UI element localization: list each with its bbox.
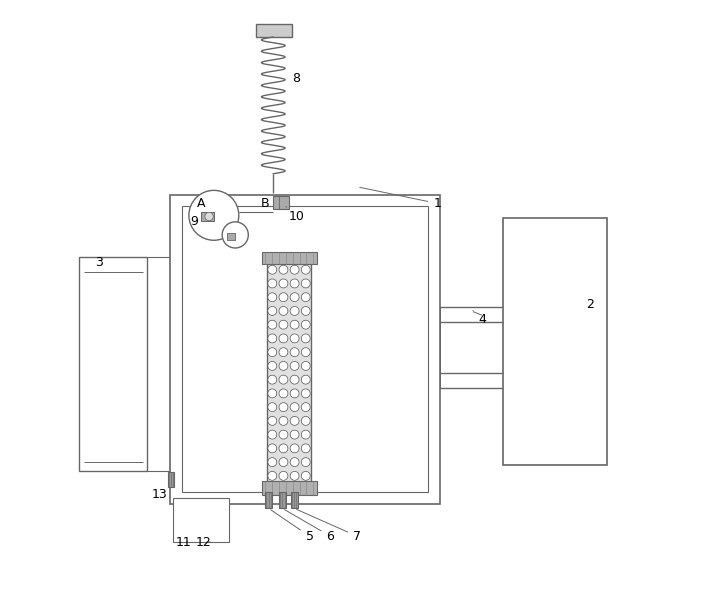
Circle shape — [268, 361, 277, 370]
Text: 4: 4 — [473, 310, 486, 326]
Circle shape — [290, 279, 299, 288]
Bar — [279, 491, 286, 508]
Circle shape — [301, 279, 310, 288]
Text: 13: 13 — [152, 488, 168, 501]
Bar — [79, 257, 147, 471]
Circle shape — [279, 417, 288, 425]
Circle shape — [290, 430, 299, 439]
Circle shape — [301, 417, 310, 425]
Text: 5: 5 — [271, 510, 314, 543]
Bar — [266, 263, 311, 483]
Circle shape — [301, 458, 310, 466]
Bar — [273, 196, 290, 210]
Circle shape — [268, 375, 277, 384]
Circle shape — [301, 375, 310, 384]
Circle shape — [301, 265, 310, 274]
Bar — [265, 491, 272, 508]
Text: 7: 7 — [297, 509, 361, 543]
Circle shape — [279, 361, 288, 370]
Circle shape — [268, 306, 277, 315]
Circle shape — [290, 472, 299, 481]
Bar — [262, 481, 317, 494]
Circle shape — [290, 347, 299, 356]
Circle shape — [301, 472, 310, 481]
Text: 2: 2 — [586, 298, 594, 311]
Circle shape — [279, 347, 288, 356]
Circle shape — [290, 458, 299, 466]
Circle shape — [290, 361, 299, 370]
Circle shape — [279, 306, 288, 315]
Circle shape — [268, 444, 277, 453]
Bar — [168, 472, 174, 487]
Bar — [502, 219, 607, 465]
Circle shape — [279, 430, 288, 439]
Circle shape — [279, 320, 288, 329]
Circle shape — [268, 334, 277, 343]
Circle shape — [301, 347, 310, 356]
Bar — [201, 212, 214, 221]
Circle shape — [290, 389, 299, 398]
Bar — [173, 497, 229, 542]
Bar — [262, 252, 317, 264]
Text: 8: 8 — [293, 72, 301, 85]
Circle shape — [301, 430, 310, 439]
Circle shape — [290, 402, 299, 411]
Circle shape — [268, 265, 277, 274]
Text: 12: 12 — [196, 536, 211, 549]
Circle shape — [279, 389, 288, 398]
Circle shape — [279, 444, 288, 453]
Text: A: A — [197, 197, 205, 210]
Circle shape — [205, 213, 213, 221]
Circle shape — [301, 334, 310, 343]
Bar — [170, 195, 440, 503]
Circle shape — [279, 279, 288, 288]
Circle shape — [268, 402, 277, 411]
Circle shape — [301, 306, 310, 315]
Text: 10: 10 — [286, 207, 304, 223]
Circle shape — [290, 320, 299, 329]
Circle shape — [268, 458, 277, 466]
Circle shape — [290, 375, 299, 384]
Text: 3: 3 — [94, 256, 102, 269]
Bar — [182, 207, 428, 491]
Text: 1: 1 — [360, 187, 441, 210]
Circle shape — [268, 389, 277, 398]
Circle shape — [268, 430, 277, 439]
Circle shape — [279, 293, 288, 301]
Circle shape — [290, 306, 299, 315]
Circle shape — [279, 402, 288, 411]
Bar — [290, 491, 298, 508]
Circle shape — [189, 190, 239, 240]
Circle shape — [290, 417, 299, 425]
Circle shape — [301, 293, 310, 301]
Bar — [227, 233, 235, 240]
Circle shape — [290, 265, 299, 274]
Circle shape — [279, 334, 288, 343]
Circle shape — [279, 265, 288, 274]
Circle shape — [268, 347, 277, 356]
Text: 11: 11 — [176, 536, 192, 549]
Text: 9: 9 — [190, 215, 198, 227]
Circle shape — [268, 293, 277, 301]
Circle shape — [301, 361, 310, 370]
Circle shape — [301, 402, 310, 411]
Circle shape — [268, 417, 277, 425]
Text: B: B — [261, 197, 269, 210]
Circle shape — [290, 444, 299, 453]
Circle shape — [301, 444, 310, 453]
Circle shape — [290, 293, 299, 301]
Circle shape — [279, 375, 288, 384]
Circle shape — [268, 472, 277, 481]
Circle shape — [268, 279, 277, 288]
Text: 6: 6 — [285, 510, 334, 543]
Circle shape — [290, 334, 299, 343]
Circle shape — [301, 389, 310, 398]
Circle shape — [268, 320, 277, 329]
Circle shape — [301, 320, 310, 329]
Circle shape — [279, 472, 288, 481]
Circle shape — [279, 458, 288, 466]
Bar — [256, 24, 292, 37]
Circle shape — [222, 222, 248, 248]
